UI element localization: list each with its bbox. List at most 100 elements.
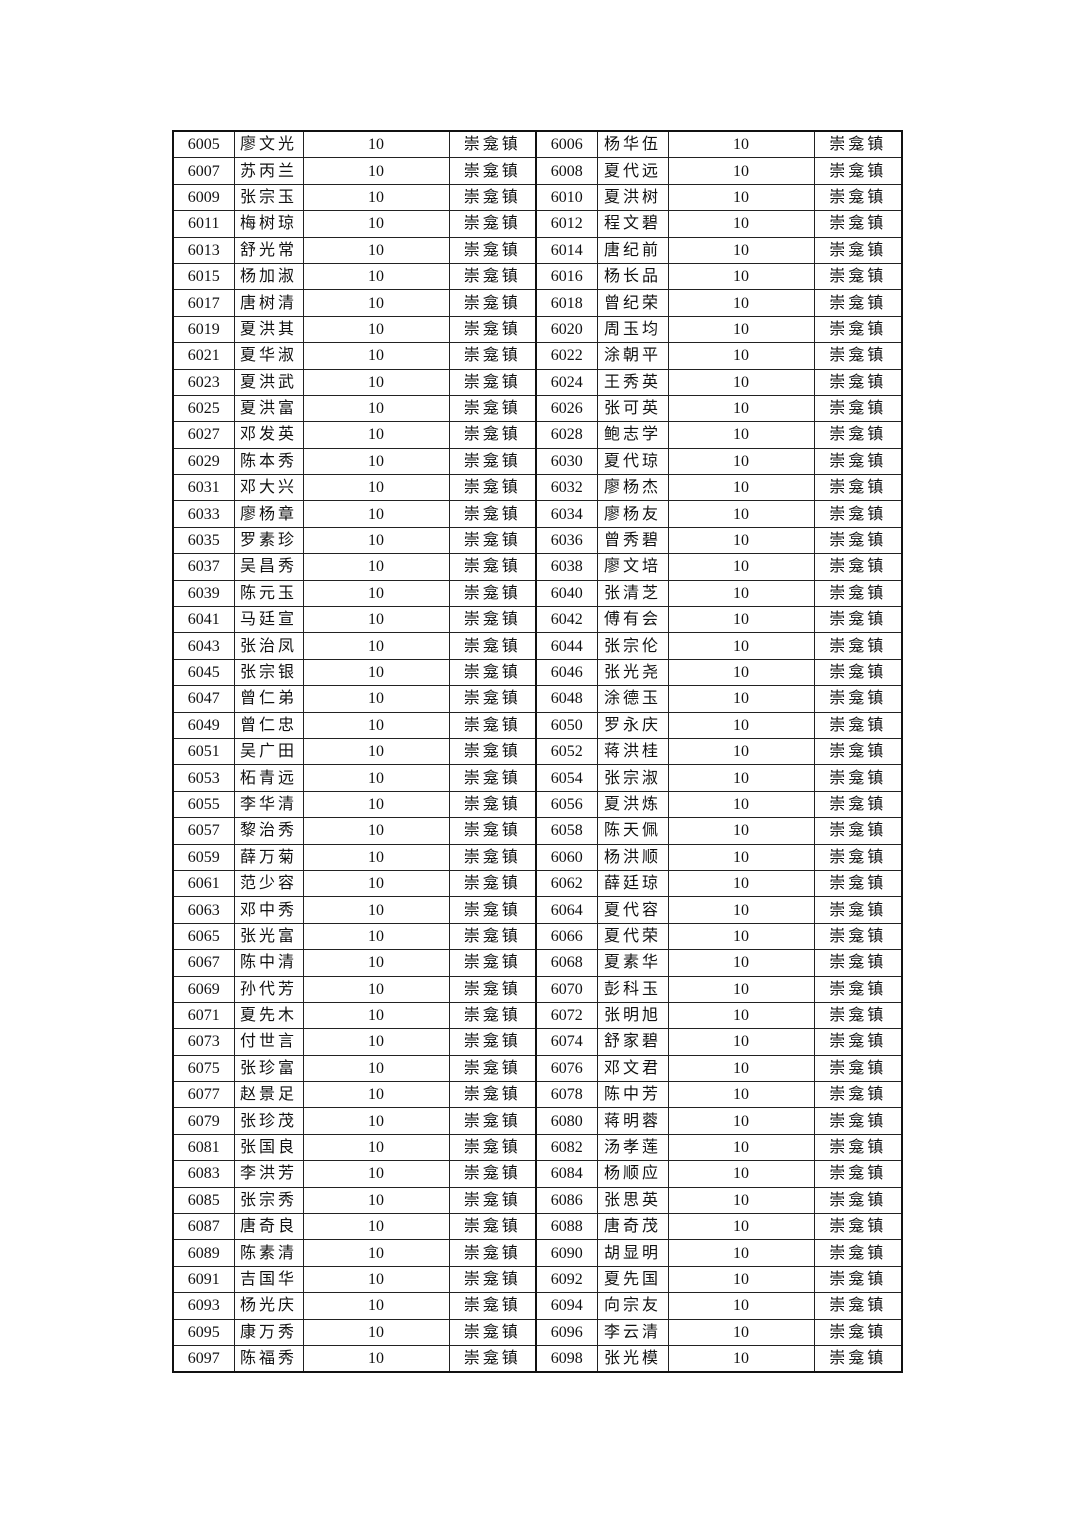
name-cell: 范少容 xyxy=(233,869,304,898)
town-cell: 崇龛镇 xyxy=(813,685,903,713)
id-cell: 6089 xyxy=(172,1239,235,1267)
name-cell: 张宗玉 xyxy=(233,183,304,212)
table-row: 6041 马廷宣 10 崇龛镇 6042 傅有会 10 崇龛镇 xyxy=(172,606,903,634)
name-cell: 苏丙兰 xyxy=(233,157,304,185)
id-cell: 6071 xyxy=(172,1001,235,1030)
amount-cell: 10 xyxy=(667,262,815,291)
id-cell: 6069 xyxy=(172,975,235,1003)
town-cell: 崇龛镇 xyxy=(448,130,537,159)
town-cell: 崇龛镇 xyxy=(448,421,537,449)
id-cell: 6090 xyxy=(535,1239,598,1267)
id-cell: 6076 xyxy=(535,1054,598,1083)
id-cell: 6057 xyxy=(172,817,235,845)
name-cell: 涂朝平 xyxy=(596,342,669,370)
town-cell: 崇龛镇 xyxy=(813,1028,903,1056)
amount-cell: 10 xyxy=(302,1133,450,1162)
name-cell: 赵景足 xyxy=(233,1081,304,1109)
amount-cell: 10 xyxy=(667,737,815,766)
name-cell: 杨华伍 xyxy=(596,130,669,159)
town-cell: 崇龛镇 xyxy=(813,394,903,423)
table-row: 6075 张珍富 10 崇龛镇 6076 邓文君 10 崇龛镇 xyxy=(172,1054,903,1083)
town-cell: 崇龛镇 xyxy=(448,210,537,238)
town-cell: 崇龛镇 xyxy=(448,289,537,317)
amount-cell: 10 xyxy=(302,1081,450,1109)
amount-cell: 10 xyxy=(667,1186,815,1215)
amount-cell: 10 xyxy=(667,236,815,264)
table-row: 6025 夏洪富 10 崇龛镇 6026 张可英 10 崇龛镇 xyxy=(172,394,903,423)
town-cell: 崇龛镇 xyxy=(813,342,903,370)
name-cell: 夏先木 xyxy=(233,1001,304,1030)
amount-cell: 10 xyxy=(302,553,450,581)
amount-cell: 10 xyxy=(302,1028,450,1056)
name-cell: 廖杨友 xyxy=(596,500,669,528)
table-row: 6097 陈福秀 10 崇龛镇 6098 张光模 10 崇龛镇 xyxy=(172,1344,903,1373)
name-cell: 张光尧 xyxy=(596,658,669,687)
id-cell: 6084 xyxy=(535,1160,598,1188)
amount-cell: 10 xyxy=(667,342,815,370)
id-cell: 6016 xyxy=(535,262,598,291)
town-cell: 崇龛镇 xyxy=(813,500,903,528)
name-cell: 张明旭 xyxy=(596,1001,669,1030)
amount-cell: 10 xyxy=(667,1054,815,1083)
id-cell: 6031 xyxy=(172,474,235,502)
amount-cell: 10 xyxy=(302,500,450,528)
id-cell: 6054 xyxy=(535,764,598,792)
town-cell: 崇龛镇 xyxy=(813,1081,903,1109)
name-cell: 陈中清 xyxy=(233,949,304,977)
id-cell: 6072 xyxy=(535,1001,598,1030)
town-cell: 崇龛镇 xyxy=(448,1107,537,1135)
amount-cell: 10 xyxy=(302,1239,450,1267)
amount-cell: 10 xyxy=(302,183,450,212)
id-cell: 6083 xyxy=(172,1160,235,1188)
id-cell: 6037 xyxy=(172,553,235,581)
town-cell: 崇龛镇 xyxy=(813,1344,903,1373)
id-cell: 6009 xyxy=(172,183,235,212)
table-row: 6087 唐奇良 10 崇龛镇 6088 唐奇茂 10 崇龛镇 xyxy=(172,1213,903,1241)
name-cell: 吴广田 xyxy=(233,737,304,766)
name-cell: 付世言 xyxy=(233,1028,304,1056)
id-cell: 6020 xyxy=(535,315,598,344)
table-row: 6095 康万秀 10 崇龛镇 6096 李云清 10 崇龛镇 xyxy=(172,1318,903,1346)
amount-cell: 10 xyxy=(667,711,815,739)
amount-cell: 10 xyxy=(302,447,450,476)
id-cell: 6045 xyxy=(172,658,235,687)
town-cell: 崇龛镇 xyxy=(448,236,537,264)
amount-cell: 10 xyxy=(667,632,815,660)
amount-cell: 10 xyxy=(302,1344,450,1373)
amount-cell: 10 xyxy=(302,262,450,291)
amount-cell: 10 xyxy=(667,869,815,898)
town-cell: 崇龛镇 xyxy=(448,711,537,739)
town-cell: 崇龛镇 xyxy=(448,315,537,344)
town-cell: 崇龛镇 xyxy=(448,658,537,687)
id-cell: 6039 xyxy=(172,579,235,608)
town-cell: 崇龛镇 xyxy=(448,1054,537,1083)
name-cell: 杨长品 xyxy=(596,262,669,291)
town-cell: 崇龛镇 xyxy=(448,1160,537,1188)
name-cell: 夏素华 xyxy=(596,949,669,977)
name-cell: 廖杨杰 xyxy=(596,474,669,502)
table-row: 6011 梅树琼 10 崇龛镇 6012 程文碧 10 崇龛镇 xyxy=(172,210,903,238)
amount-cell: 10 xyxy=(302,157,450,185)
amount-cell: 10 xyxy=(302,922,450,951)
name-cell: 李洪芳 xyxy=(233,1160,304,1188)
amount-cell: 10 xyxy=(667,1265,815,1294)
table-row: 6057 黎治秀 10 崇龛镇 6058 陈天佩 10 崇龛镇 xyxy=(172,817,903,845)
amount-cell: 10 xyxy=(667,1318,815,1346)
amount-cell: 10 xyxy=(302,843,450,871)
town-cell: 崇龛镇 xyxy=(448,1239,537,1267)
name-cell: 李华清 xyxy=(233,790,304,819)
id-cell: 6082 xyxy=(535,1133,598,1162)
town-cell: 崇龛镇 xyxy=(448,632,537,660)
name-cell: 李云清 xyxy=(596,1318,669,1346)
id-cell: 6059 xyxy=(172,843,235,871)
town-cell: 崇龛镇 xyxy=(448,1081,537,1109)
id-cell: 6048 xyxy=(535,685,598,713)
amount-cell: 10 xyxy=(667,817,815,845)
name-cell: 蒋明蓉 xyxy=(596,1107,669,1135)
amount-cell: 10 xyxy=(302,658,450,687)
amount-cell: 10 xyxy=(302,817,450,845)
id-cell: 6041 xyxy=(172,606,235,634)
amount-cell: 10 xyxy=(302,949,450,977)
name-cell: 夏代荣 xyxy=(596,922,669,951)
town-cell: 崇龛镇 xyxy=(813,368,903,396)
